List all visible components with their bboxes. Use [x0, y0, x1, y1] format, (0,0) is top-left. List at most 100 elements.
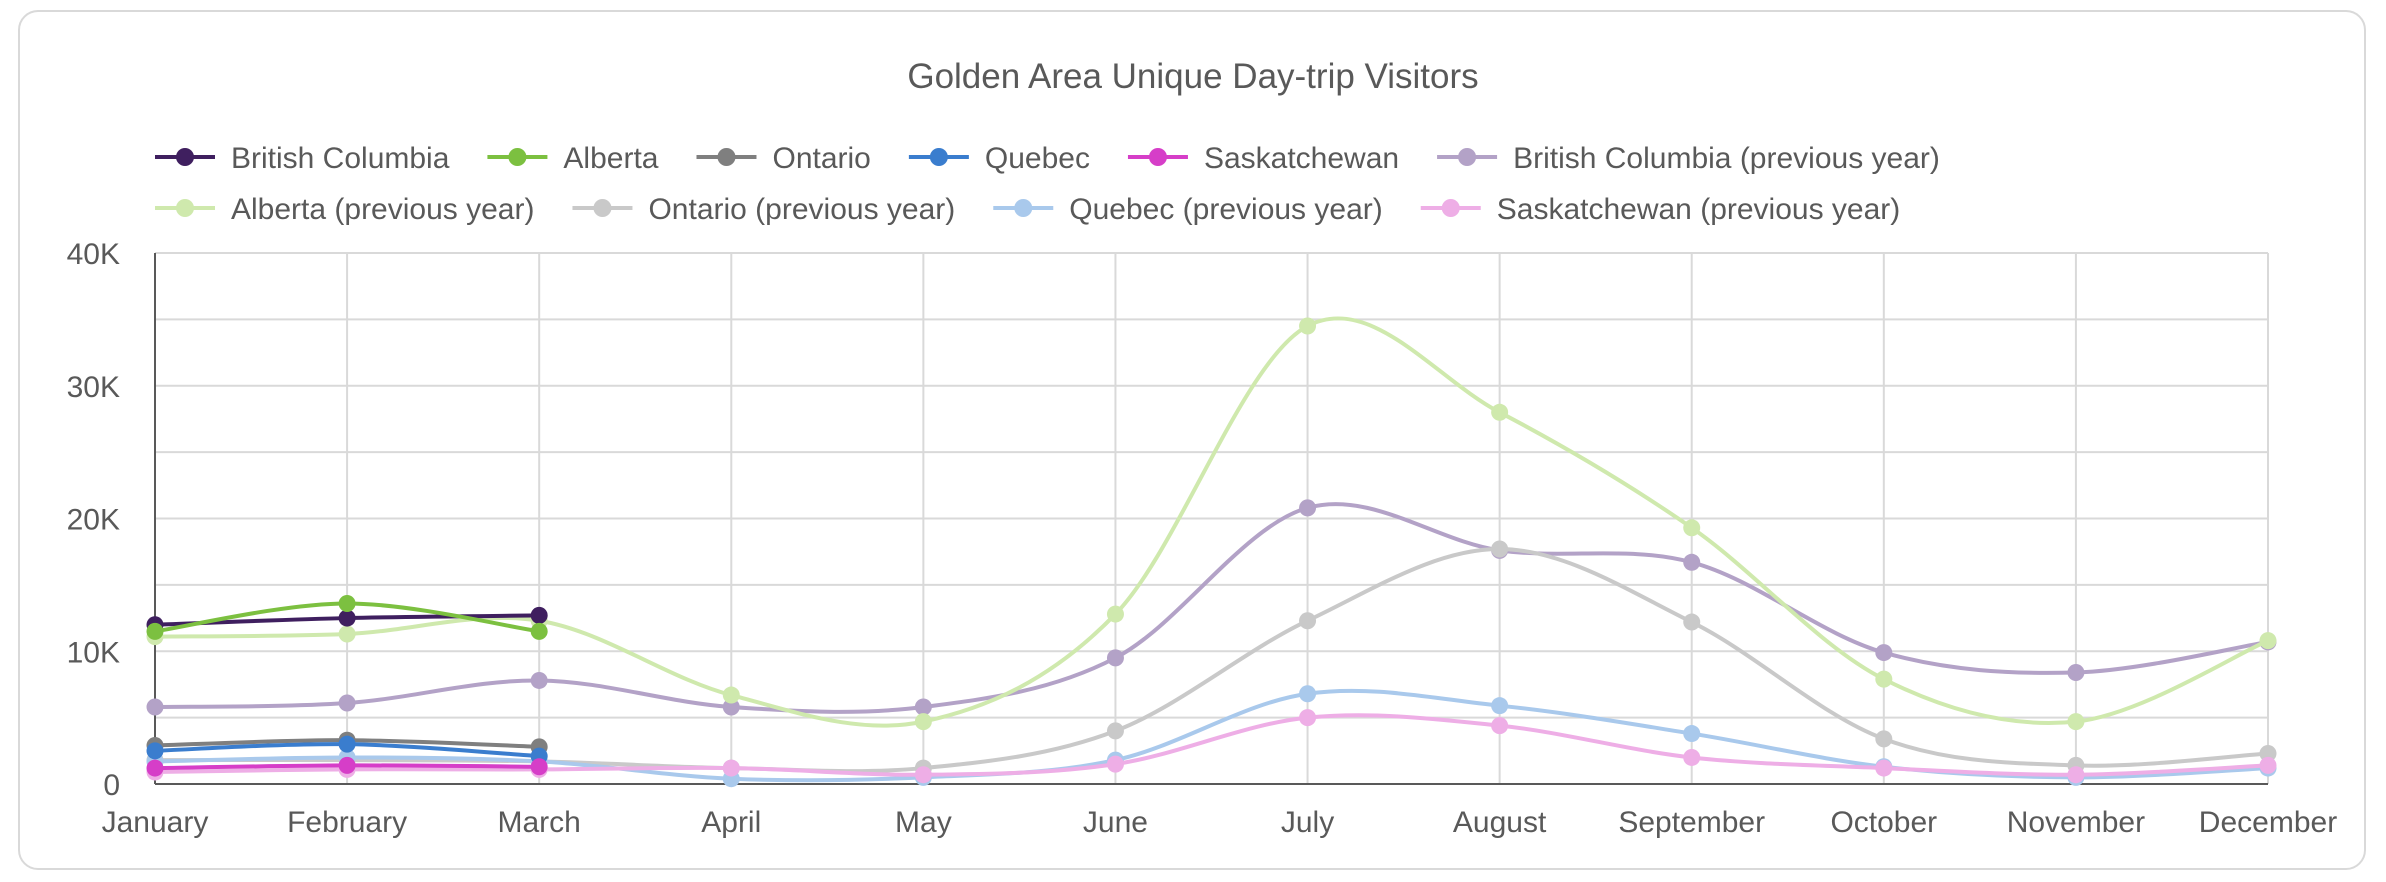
data-point[interactable] [2259, 756, 2277, 774]
data-point[interactable] [146, 698, 164, 716]
legend-marker-icon [508, 148, 527, 166]
series-line [153, 713, 2270, 777]
data-point[interactable] [2067, 713, 2085, 731]
legend-item[interactable]: Saskatchewan (previous year) [1420, 193, 1901, 226]
data-point[interactable] [1299, 612, 1317, 630]
data-point[interactable] [146, 759, 164, 777]
data-point[interactable] [914, 713, 932, 731]
data-point[interactable] [530, 671, 548, 689]
legend-label: Quebec (previous year) [1069, 193, 1382, 226]
data-point[interactable] [1491, 697, 1509, 715]
data-point[interactable] [530, 758, 548, 776]
data-point[interactable] [1491, 403, 1509, 421]
data-point[interactable] [338, 609, 356, 627]
y-tick-label: 40K [67, 238, 120, 271]
data-point[interactable] [1683, 613, 1701, 631]
data-point[interactable] [1491, 717, 1509, 735]
data-point[interactable] [338, 694, 356, 712]
data-point[interactable] [1683, 553, 1701, 571]
data-point[interactable] [2259, 744, 2277, 762]
chart-card [18, 10, 2366, 870]
data-point[interactable] [1875, 670, 1893, 688]
data-point[interactable] [914, 698, 932, 716]
data-point[interactable] [722, 759, 740, 777]
legend-marker-icon [593, 199, 612, 217]
data-point[interactable] [1106, 649, 1124, 667]
data-point[interactable] [1299, 685, 1317, 703]
legend-item[interactable]: Alberta (previous year) [155, 193, 534, 226]
x-tick-label: May [895, 806, 952, 839]
y-tick-label: 30K [67, 371, 120, 404]
data-point[interactable] [1683, 725, 1701, 743]
y-tick-label: 20K [67, 504, 120, 537]
series-4 [146, 756, 548, 777]
data-point[interactable] [1299, 499, 1317, 517]
legend-label: British Columbia [231, 142, 450, 175]
data-point[interactable] [1875, 730, 1893, 748]
grid-lines [154, 252, 2269, 785]
data-point[interactable] [1106, 605, 1124, 623]
x-tick-label: December [2199, 806, 2337, 839]
legend-marker-icon [929, 148, 948, 166]
legend-label: Alberta (previous year) [231, 193, 534, 226]
series-line [153, 316, 2270, 728]
legend-marker-icon [1014, 199, 1033, 217]
x-tick-label: September [1618, 806, 1765, 839]
legend-marker-icon [717, 148, 736, 166]
series-9 [146, 709, 2277, 784]
data-point[interactable] [722, 686, 740, 704]
data-point[interactable] [338, 735, 356, 753]
x-tick-label: January [102, 806, 209, 839]
data-point[interactable] [1299, 709, 1317, 727]
data-point[interactable] [1875, 759, 1893, 777]
data-point[interactable] [146, 622, 164, 640]
x-tick-label: August [1453, 806, 1547, 839]
data-point[interactable] [914, 766, 932, 784]
legend-label: Quebec [985, 142, 1090, 175]
data-point[interactable] [338, 594, 356, 612]
data-point[interactable] [338, 756, 356, 774]
data-point[interactable] [2067, 663, 2085, 681]
series-3 [146, 735, 548, 765]
x-tick-label: October [1830, 806, 1937, 839]
y-tick-label: 0 [103, 769, 120, 802]
data-point[interactable] [1299, 317, 1317, 335]
data-point[interactable] [530, 622, 548, 640]
legend-item[interactable]: Ontario (previous year) [572, 193, 955, 226]
series-group [146, 316, 2277, 788]
data-point[interactable] [2259, 632, 2277, 650]
legend-label: British Columbia (previous year) [1513, 142, 1940, 175]
series-line [153, 502, 2270, 714]
x-tick-label: March [498, 806, 581, 839]
data-point[interactable] [530, 606, 548, 624]
legend-marker-icon [1148, 148, 1167, 166]
legend-item[interactable]: Alberta [487, 142, 659, 175]
data-point[interactable] [338, 625, 356, 643]
legend-item[interactable]: British Columbia (previous year) [1437, 142, 1940, 175]
x-tick-label: June [1083, 806, 1148, 839]
data-point[interactable] [1491, 540, 1509, 558]
data-point[interactable] [1106, 755, 1124, 773]
x-tick-label: February [287, 806, 407, 839]
legend-item[interactable]: Saskatchewan [1127, 142, 1399, 175]
legend-item[interactable]: Quebec [908, 142, 1090, 175]
data-point[interactable] [1106, 722, 1124, 740]
legend-label: Saskatchewan (previous year) [1497, 193, 1901, 226]
data-point[interactable] [2067, 766, 2085, 784]
data-point[interactable] [722, 698, 740, 716]
legend-marker-icon [176, 148, 194, 166]
legend-item[interactable]: Quebec (previous year) [993, 193, 1383, 226]
legend-item[interactable]: Ontario [696, 142, 871, 175]
legend[interactable]: British Columbia Alberta Ontario Quebec Sask… [155, 142, 1940, 226]
x-axis: January February March April May June July Augu… [102, 806, 2338, 839]
legend-label: Ontario (previous year) [648, 193, 955, 226]
series-1 [146, 594, 548, 640]
legend-item[interactable]: British Columbia [155, 142, 450, 175]
data-point[interactable] [1683, 748, 1701, 766]
data-point[interactable] [146, 742, 164, 760]
data-point[interactable] [1683, 519, 1701, 537]
legend-marker-icon [1441, 199, 1460, 217]
data-point[interactable] [1875, 644, 1893, 662]
x-tick-label: November [2007, 806, 2145, 839]
